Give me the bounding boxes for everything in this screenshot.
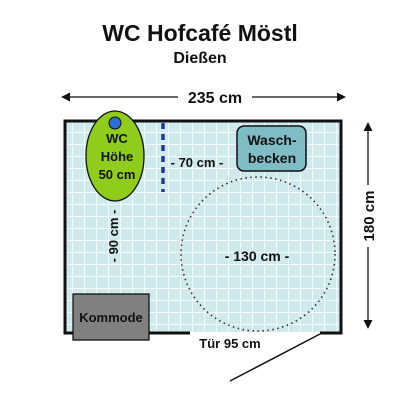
toilet-clearance-label: - 90 cm - [106, 210, 121, 263]
toilet-label-line-1: WC [106, 131, 128, 146]
toilet [85, 110, 145, 202]
door-leaf [229, 333, 321, 382]
basin-label-line-1: Wasch- [247, 132, 297, 148]
toilet-label-line-3: 50 cm [99, 167, 136, 182]
turning-circle-label: - 130 cm - [225, 248, 290, 264]
wash-basin [236, 125, 307, 172]
toilet-label-line-2: Höhe [101, 149, 134, 164]
toilet-marker [108, 116, 122, 130]
gap-dimension-label: - 70 cm - [171, 155, 224, 170]
basin-label-line-2: becken [248, 150, 296, 166]
width-dimension-label: 235 cm [188, 90, 242, 107]
door-label: Tür 95 cm [199, 336, 260, 351]
cabinet [72, 293, 150, 341]
cabinet-label: Kommode [79, 310, 143, 325]
turning-circle [180, 176, 336, 332]
height-dimension-label: 180 cm [361, 191, 378, 242]
page-title: WC Hofcafé Möstl [102, 20, 298, 46]
page-subtitle: Dießen [173, 50, 227, 67]
